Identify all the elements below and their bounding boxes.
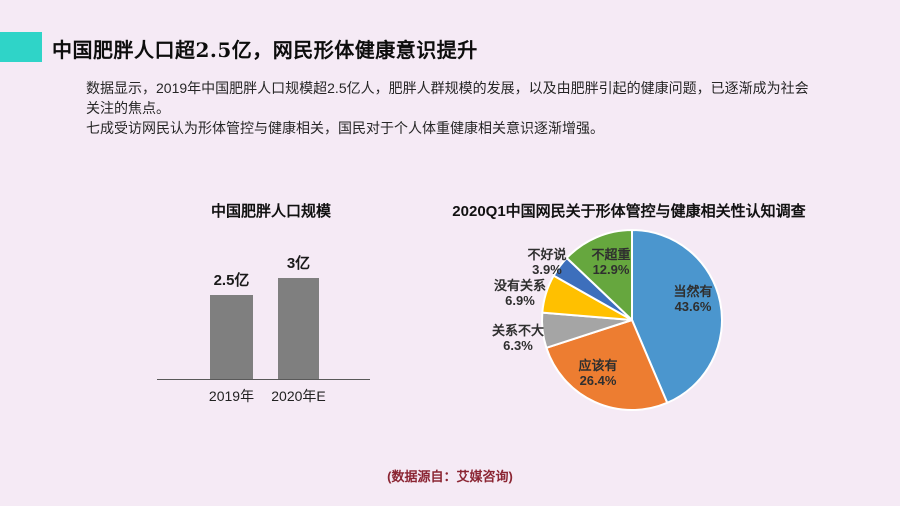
x-axis-line [157,379,370,380]
body-line: 关注的焦点。 [86,100,170,116]
pie-label-buchaozhong: 不超重 12.9% [571,247,651,277]
pie-label-guanxibuda: 关系不大 6.3% [478,323,558,353]
pie-slice-当然有 [631,229,723,404]
pie-label-pct: 3.9% [532,262,562,277]
pie-label-name: 应该有 [578,358,618,373]
pie-label-pct: 26.4% [579,373,617,388]
page-title: 中国肥胖人口超2.5亿，网民形体健康意识提升 [52,38,478,62]
data-source-note: (数据源自：艾媒咨询) [387,469,513,484]
pie-label-pct: 6.9% [505,293,535,308]
body-line: 七成受访网民认为形体管控与健康相关，国民对于个人体重健康相关意识逐渐增强。 [86,120,604,136]
pie-chart-title: 2020Q1中国网民关于形体管控与健康相关性认知调查 [452,203,806,220]
pie-label-pct: 6.3% [503,338,533,353]
pie-chart: 2020Q1中国网民关于形体管控与健康相关性认知调查 当然有 43.6% 应该有… [440,190,860,430]
body-line: 数据显示，2019年中国肥胖人口规模超2.5亿人，肥胖人群规模的发展，以及由肥胖… [86,80,809,96]
body-text: 数据显示，2019年中国肥胖人口规模超2.5亿人，肥胖人群规模的发展，以及由肥胖… [86,78,856,138]
bar-group-2020e: 3亿 2020年E [271,229,325,404]
pie-label-buhaoshuo: 不好说 3.9% [507,247,587,277]
pie-label-pct: 43.6% [674,299,712,314]
pie-graphic [541,229,723,411]
pie-label-name: 不好说 [527,247,567,262]
pie-label-meiyouguanxi: 没有关系 6.9% [480,278,560,308]
pie-slice-不超重 [565,229,633,321]
bar-axis-label: 2019年 [208,388,255,404]
pie-label-yinggaiyou: 应该有 26.4% [558,358,638,388]
bar-2020e [278,278,319,379]
pie-label-name: 关系不大 [491,323,544,338]
pie-slice-应该有 [545,319,669,411]
pie-label-name: 不超重 [591,247,631,262]
pie-label-danranyou: 当然有 43.6% [657,284,729,314]
pie-label-name: 当然有 [673,284,713,299]
bar-group-2019: 2.5亿 2019年 [209,229,254,404]
pie-label-name: 没有关系 [493,278,546,293]
bar-axis-label: 2020年E [271,388,326,404]
bar-plot: 2.5亿 2019年 3亿 2020年E [146,192,396,404]
bar-2019 [210,295,253,379]
bar-chart-title: 中国肥胖人口规模 [210,203,331,220]
bar-value-label: 2.5亿 [213,272,250,289]
bar-value-label: 3亿 [286,255,311,272]
accent-square [0,32,42,62]
pie-label-pct: 12.9% [592,262,630,277]
bar-chart: 中国肥胖人口规模 2.5亿 2019年 3亿 2020年E [146,192,396,422]
